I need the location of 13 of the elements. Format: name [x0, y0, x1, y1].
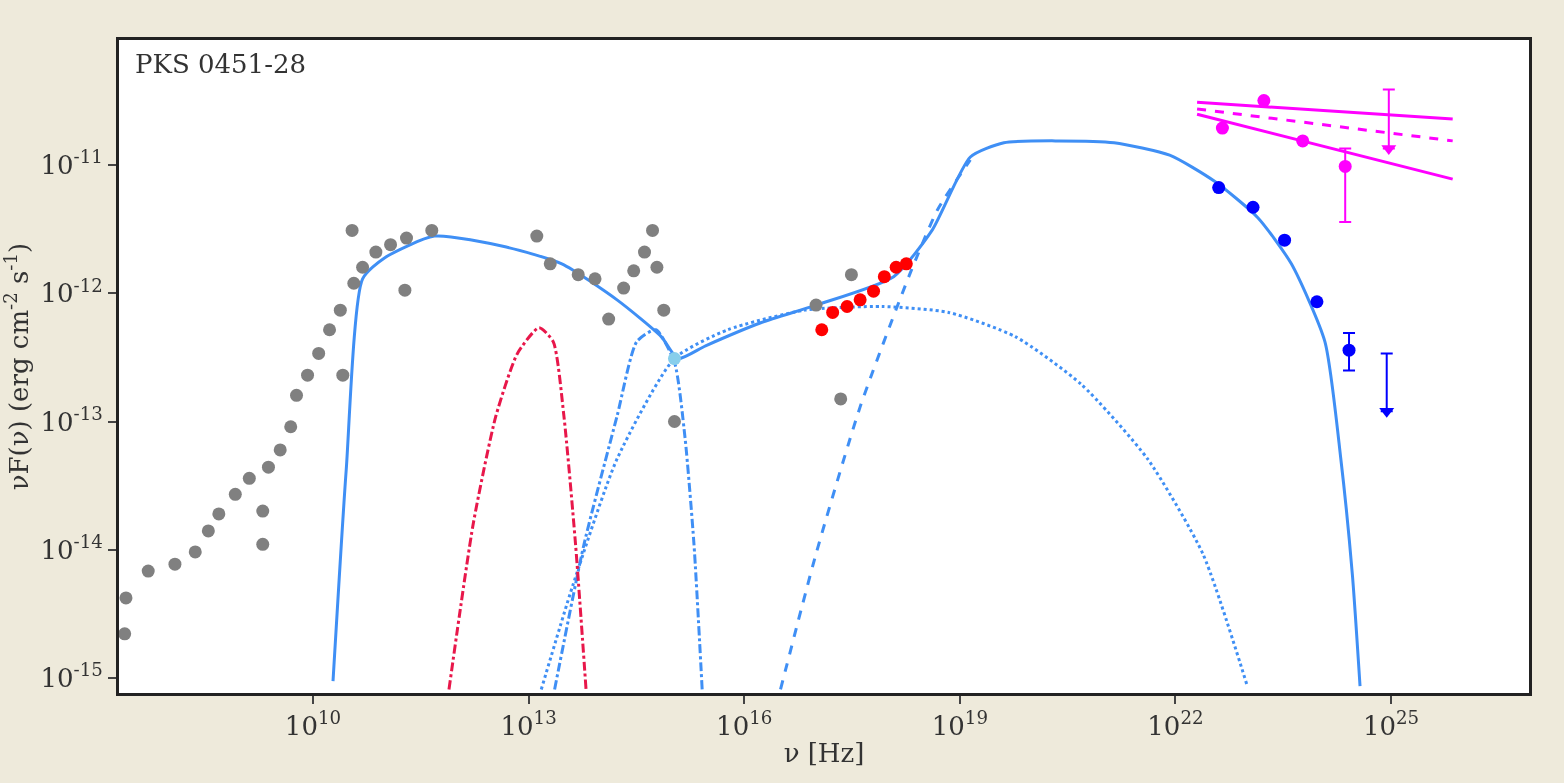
y-tick-label: 10$^{-12}$: [40, 274, 103, 309]
x-tick-label: 10$^{19}$: [931, 707, 988, 742]
annotation: PKS 0451-28: [135, 49, 307, 79]
x-tick-label: 10$^{22}$: [1147, 707, 1204, 742]
x-tick-label: 10$^{25}$: [1362, 707, 1420, 742]
x-tick-label: 10$^{16}$: [716, 707, 773, 742]
y-tick-label: 10$^{-13}$: [40, 402, 103, 437]
y-tick-label: 10$^{-11}$: [40, 146, 103, 181]
x-tick-label: 10$^{13}$: [500, 707, 557, 742]
x-axis-title: ν [Hz]: [783, 737, 865, 768]
y-tick-label: 10$^{-14}$: [40, 530, 103, 565]
y-tick-label: 10$^{-15}$: [40, 658, 103, 693]
x-tick-label: 10$^{10}$: [284, 707, 342, 742]
